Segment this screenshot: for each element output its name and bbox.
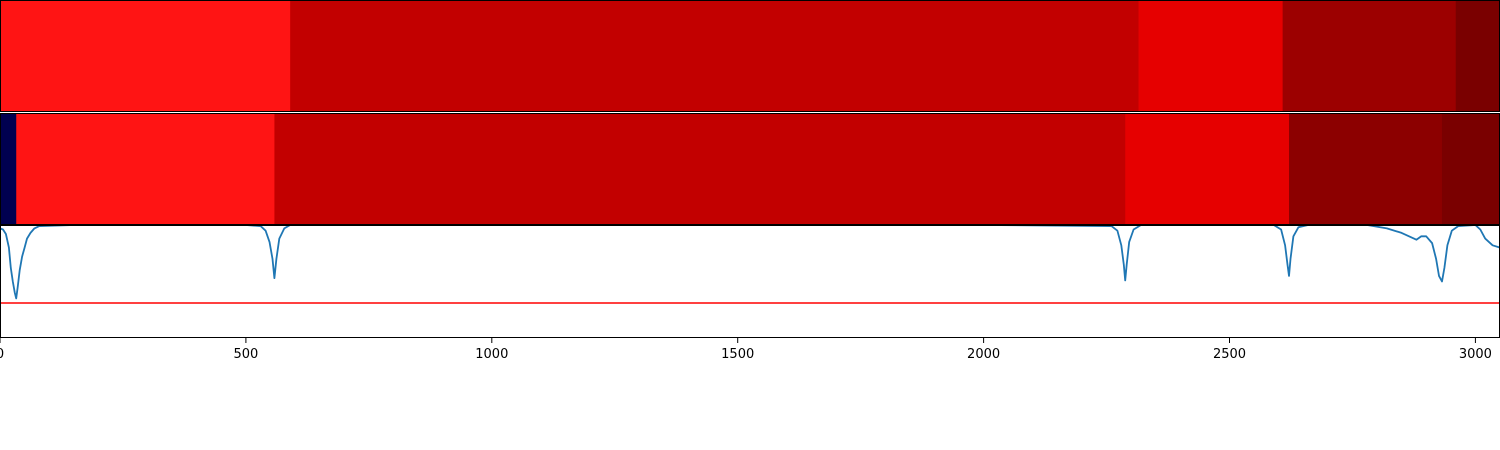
- segment-2-5: [1289, 113, 1442, 225]
- segment-2-3: [274, 113, 1125, 225]
- segment-1-5: [1456, 0, 1500, 112]
- segment-2-1: [0, 113, 17, 225]
- x-axis: 0 500 1000 1500 2000 2500 3000: [0, 338, 1492, 362]
- segment-1-1: [0, 0, 291, 112]
- segment-2-6: [1442, 113, 1500, 225]
- x-tick-label-0: 0: [0, 347, 4, 362]
- segment-2-4: [1125, 113, 1289, 225]
- segment-2-2: [16, 113, 275, 225]
- x-tick-label-500: 500: [233, 347, 258, 362]
- segment-row-2: [0, 113, 1500, 225]
- segment-row-1: [0, 0, 1500, 112]
- x-tick-label-2500: 2500: [1213, 347, 1246, 362]
- segment-1-4: [1283, 0, 1457, 112]
- x-tick-label-3000: 3000: [1459, 347, 1492, 362]
- signal-panel: [0, 225, 1500, 338]
- x-tick-label-1000: 1000: [475, 347, 508, 362]
- x-tick-label-2000: 2000: [967, 347, 1000, 362]
- signal-background: [0, 225, 1500, 338]
- x-tick-label-1500: 1500: [721, 347, 754, 362]
- segment-1-3: [1139, 0, 1284, 112]
- segment-1-2: [290, 0, 1139, 112]
